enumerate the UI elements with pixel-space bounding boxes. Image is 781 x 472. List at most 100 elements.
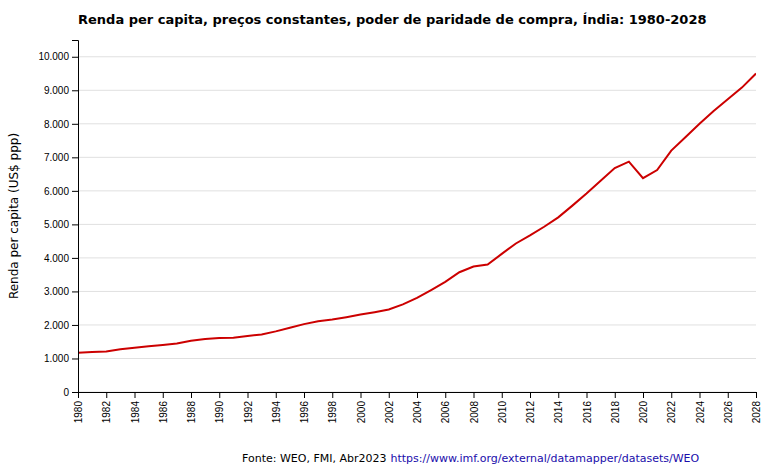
y-tick-mark — [72, 157, 78, 158]
y-tick: 1.000 — [44, 353, 78, 364]
x-tick-mark — [191, 392, 192, 398]
x-tick-label: 1988 — [186, 401, 197, 424]
x-tick-label: 2018 — [610, 401, 621, 424]
y-tick: 6.000 — [44, 186, 78, 197]
x-tick-mark — [332, 392, 333, 398]
x-tick-label: 1982 — [101, 401, 112, 424]
x-tick-mark — [248, 392, 249, 398]
grid — [78, 57, 756, 392]
x-tick: 2010 — [497, 392, 508, 423]
x-tick-label: 2008 — [469, 401, 480, 424]
x-tick-mark — [643, 392, 644, 398]
x-tick-label: 2012 — [525, 401, 536, 424]
y-axis: 0 1.000 2.000 3.000 4.000 5.000 6.000 7.000 8.00… — [38, 41, 78, 398]
y-tick-mark — [72, 258, 78, 259]
x-tick: 1980 — [73, 392, 84, 423]
x-tick: 1992 — [243, 392, 254, 423]
y-tick-label: 3.000 — [44, 286, 69, 297]
x-tick-mark — [728, 392, 729, 398]
y-tick: 7.000 — [44, 152, 78, 163]
x-tick-label: 2006 — [440, 401, 451, 424]
grid-line — [78, 257, 756, 258]
source-url: https://www.imf.org/external/datamapper/… — [391, 452, 700, 465]
x-tick-label: 2024 — [695, 401, 706, 424]
x-tick-mark — [587, 392, 588, 398]
y-tick-mark — [72, 358, 78, 359]
x-tick-mark — [389, 392, 390, 398]
x-tick-label: 2002 — [384, 401, 395, 424]
y-tick-label: 9.000 — [44, 85, 69, 96]
y-tick-mark — [72, 224, 78, 225]
x-tick: 2012 — [525, 392, 536, 423]
y-tick-mark — [72, 325, 78, 326]
x-tick-label: 2022 — [666, 401, 677, 424]
y-tick-mark — [72, 57, 78, 58]
x-tick: 1982 — [101, 392, 112, 423]
x-tick-label: 2020 — [638, 401, 649, 424]
x-tick-mark — [671, 392, 672, 398]
x-tick-mark — [445, 392, 446, 398]
x-tick-label: 1994 — [271, 401, 282, 424]
y-tick-mark — [72, 191, 78, 192]
chart: 1980 1982 1984 1986 1988 1990 1992 1994 1996 1998… — [0, 0, 781, 472]
x-tick-label: 1996 — [299, 401, 310, 424]
x-tick-mark — [474, 392, 475, 398]
y-tick: 2.000 — [44, 320, 78, 331]
y-tick-label: 7.000 — [44, 152, 69, 163]
x-tick: 2004 — [412, 392, 423, 423]
y-tick-mark — [72, 124, 78, 125]
y-tick: 10.000 — [38, 51, 78, 62]
x-tick-mark — [558, 392, 559, 398]
x-tick: 1988 — [186, 392, 197, 423]
x-tick: 2014 — [553, 392, 564, 423]
title: Renda per capita, preços constantes, pod… — [78, 12, 707, 27]
x-tick-mark — [276, 392, 277, 398]
y-tick-mark — [72, 90, 78, 91]
x-tick-label: 2004 — [412, 401, 423, 424]
x-tick: 2000 — [356, 392, 367, 423]
grid-line — [78, 123, 756, 124]
x-tick-label: 1986 — [158, 401, 169, 424]
grid-line — [78, 190, 756, 191]
y-tick-mark — [72, 291, 78, 292]
y-tick-label: 8.000 — [44, 119, 69, 130]
series — [78, 74, 756, 353]
x-tick: 2022 — [666, 392, 677, 423]
x-tick: 2006 — [440, 392, 451, 423]
y-tick: 5.000 — [44, 219, 78, 230]
y-tick-label: 2.000 — [44, 320, 69, 331]
x-tick: 2002 — [384, 392, 395, 423]
x-tick-mark — [417, 392, 418, 398]
x-tick-label: 2014 — [553, 401, 564, 424]
x-tick: 1996 — [299, 392, 310, 423]
x-tick-label: 2028 — [751, 401, 762, 424]
x-axis: 1980 1982 1984 1986 1988 1990 1992 1994 1996 1998… — [73, 392, 762, 423]
y-tick: 9.000 — [44, 85, 78, 96]
x-tick: 2008 — [469, 392, 480, 423]
x-tick-label: 2026 — [723, 401, 734, 424]
x-tick: 1990 — [214, 392, 225, 423]
x-tick-mark — [530, 392, 531, 398]
x-tick-mark — [135, 392, 136, 398]
x-tick-label: 2010 — [497, 401, 508, 424]
y-tick: 4.000 — [44, 253, 78, 264]
x-tick-mark — [106, 392, 107, 398]
x-tick-mark — [219, 392, 220, 398]
x-tick-label: 1998 — [327, 401, 338, 424]
x-tick-label: 1992 — [243, 401, 254, 424]
x-tick-mark — [304, 392, 305, 398]
y-tick-mark — [72, 392, 78, 393]
x-tick: 2028 — [751, 392, 762, 423]
x-tick-label: 2000 — [356, 401, 367, 424]
y-tick-label: 5.000 — [44, 219, 69, 230]
y-axis-line — [72, 41, 79, 393]
x-tick: 1994 — [271, 392, 282, 423]
x-tick: 1984 — [130, 392, 141, 423]
grid-line — [78, 56, 756, 57]
y-tick-label: 0 — [63, 387, 69, 398]
y-tick-label: 4.000 — [44, 253, 69, 264]
x-tick-mark — [361, 392, 362, 398]
y-tick-label: 6.000 — [44, 186, 69, 197]
x-tick-label: 1984 — [130, 401, 141, 424]
x-tick: 1986 — [158, 392, 169, 423]
